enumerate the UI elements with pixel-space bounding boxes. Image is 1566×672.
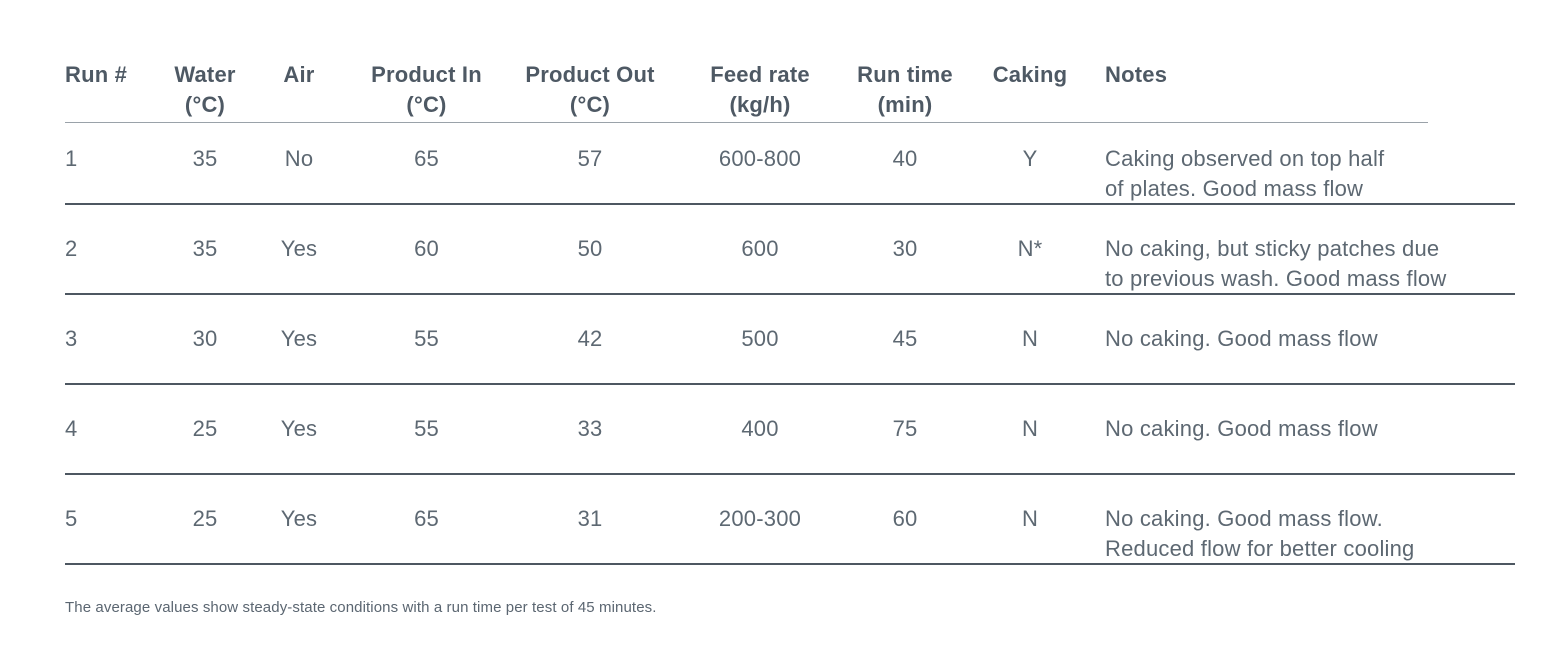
cell-air: Yes: [280, 236, 318, 261]
table-row: 2 35 Yes 60 50 600 30 N* No caking, but …: [65, 205, 1515, 295]
cell-product-in: 55: [414, 416, 439, 441]
cell-water: 35: [192, 146, 218, 171]
header-unit: (°C): [569, 92, 611, 117]
cell-caking: N: [1021, 416, 1039, 441]
cell-run: 4: [65, 416, 78, 441]
note-line: to previous wash. Good mass flow: [1105, 266, 1447, 291]
cell-air: Yes: [280, 416, 318, 441]
header-cell-feed-rate: Feed rate (kg/h): [675, 60, 845, 122]
cell-run-time: 45: [892, 326, 918, 351]
header-label: Product Out: [525, 62, 655, 87]
cell-water: 35: [192, 236, 218, 261]
header-cell-caking: Caking: [965, 60, 1095, 122]
table-row: 4 25 Yes 55 33 400 75 N No caking. Good …: [65, 385, 1515, 475]
cell-product-in: 55: [414, 326, 439, 351]
cell-water: 30: [192, 326, 218, 351]
header-label: Air: [283, 62, 315, 87]
cell-caking: N: [1021, 326, 1039, 351]
table-row: 1 35 No 65 57 600-800 40 Y Caking observ…: [65, 123, 1515, 205]
cell-feed-rate: 500: [741, 326, 779, 351]
cell-feed-rate: 400: [741, 416, 779, 441]
cell-run-time: 40: [892, 146, 918, 171]
cell-run-time: 75: [892, 416, 918, 441]
note-line: Reduced flow for better cooling: [1105, 536, 1415, 561]
cell-product-out: 57: [577, 146, 603, 171]
table-row: 5 25 Yes 65 31 200-300 60 N No caking. G…: [65, 475, 1515, 565]
note-line: No caking, but sticky patches due: [1105, 236, 1440, 261]
note-line: No caking. Good mass flow: [1105, 416, 1378, 441]
cell-air: Yes: [280, 326, 318, 351]
table-row: 3 30 Yes 55 42 500 45 N No caking. Good …: [65, 295, 1515, 385]
header-divider-line: [65, 122, 1428, 123]
header-unit: (°C): [406, 92, 447, 117]
cell-run-time: 60: [892, 506, 918, 531]
header-unit: (kg/h): [729, 92, 791, 117]
cell-product-out: 50: [577, 236, 603, 261]
cell-run: 3: [65, 326, 78, 351]
cell-feed-rate: 600-800: [718, 146, 802, 171]
header-cell-run: Run #: [65, 60, 160, 122]
cell-run-time: 30: [892, 236, 918, 261]
note-line: Caking observed on top half: [1105, 146, 1385, 171]
header-label: Caking: [992, 62, 1068, 87]
cell-caking: N*: [1017, 236, 1043, 261]
cell-run: 5: [65, 506, 78, 531]
header-label: Product In: [371, 62, 482, 87]
cell-notes: No caking. Good mass flow: [1095, 414, 1515, 473]
cell-water: 25: [192, 506, 218, 531]
cell-caking: N: [1021, 506, 1039, 531]
note-line: No caking. Good mass flow: [1105, 326, 1378, 351]
header-cell-product-out: Product Out (°C): [505, 60, 675, 122]
header-unit: (°C): [184, 92, 226, 117]
cell-notes: No caking, but sticky patches due to pre…: [1095, 234, 1515, 294]
header-cell-run-time: Run time (min): [845, 60, 965, 122]
header-label: Run time: [857, 62, 953, 87]
cell-product-in: 60: [414, 236, 439, 261]
cell-product-out: 42: [577, 326, 603, 351]
table-header-row: Run # Water (°C) Air Product In (°C) Pro…: [65, 60, 1515, 122]
cell-notes: Caking observed on top half of plates. G…: [1095, 144, 1515, 204]
cell-notes: No caking. Good mass flow: [1095, 324, 1515, 383]
header-label: Notes: [1105, 62, 1168, 87]
header-cell-air: Air: [250, 60, 348, 122]
header-cell-water: Water (°C): [160, 60, 250, 122]
table-footnote: The average values show steady-state con…: [65, 599, 657, 616]
cell-run: 1: [65, 146, 78, 171]
cell-caking: Y: [1022, 146, 1038, 171]
cell-product-out: 33: [577, 416, 603, 441]
header-label: Run #: [65, 62, 128, 87]
header-label: Feed rate: [710, 62, 810, 87]
cell-notes: No caking. Good mass flow. Reduced flow …: [1095, 504, 1515, 564]
note-line: No caking. Good mass flow.: [1105, 506, 1383, 531]
cell-product-out: 31: [577, 506, 603, 531]
cell-feed-rate: 200-300: [718, 506, 802, 531]
header-unit: (min): [877, 92, 933, 117]
cell-water: 25: [192, 416, 218, 441]
test-runs-table: Run # Water (°C) Air Product In (°C) Pro…: [65, 60, 1515, 565]
header-cell-notes: Notes: [1095, 60, 1515, 122]
cell-run: 2: [65, 236, 78, 261]
note-line: of plates. Good mass flow: [1105, 176, 1364, 201]
cell-air: No: [284, 146, 314, 171]
cell-air: Yes: [280, 506, 318, 531]
header-cell-product-in: Product In (°C): [348, 60, 505, 122]
cell-feed-rate: 600: [741, 236, 779, 261]
cell-product-in: 65: [414, 506, 439, 531]
header-label: Water: [174, 62, 236, 87]
cell-product-in: 65: [414, 146, 439, 171]
